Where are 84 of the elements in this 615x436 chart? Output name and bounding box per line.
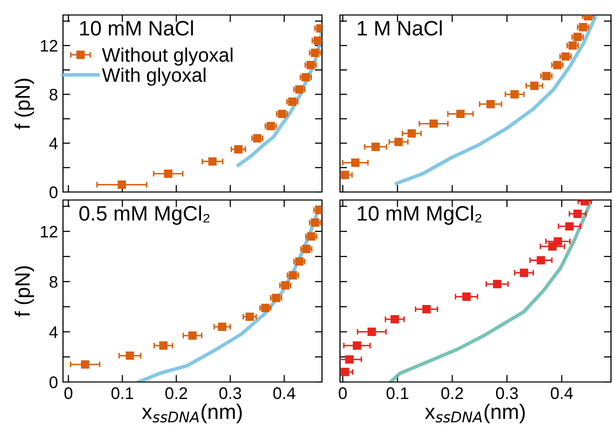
annotation: 10 mM MgCl₂ xyxy=(358,205,482,225)
y-tick-label: 8 xyxy=(50,88,58,101)
x-tick-label: 0.4 xyxy=(550,387,573,400)
annotation: 1 M NaCl xyxy=(358,20,442,36)
annotation: 0.5 mM MgCl₂ xyxy=(79,205,210,225)
x-tick-label: 0 xyxy=(338,387,347,400)
point xyxy=(253,134,262,142)
point xyxy=(456,110,465,118)
point xyxy=(345,355,354,364)
point xyxy=(554,237,562,246)
point xyxy=(573,210,582,218)
point xyxy=(561,52,570,61)
point xyxy=(429,119,438,128)
point xyxy=(510,90,519,99)
point xyxy=(310,218,320,227)
point xyxy=(492,280,502,288)
point xyxy=(306,60,315,70)
point xyxy=(126,351,134,360)
point xyxy=(314,36,322,45)
point xyxy=(352,341,362,350)
x-tick-label: 0.2 xyxy=(441,387,463,400)
point xyxy=(408,129,416,138)
point xyxy=(368,328,376,336)
point xyxy=(310,48,320,58)
point xyxy=(246,312,254,321)
point xyxy=(394,138,403,146)
y-tick-label: 0 xyxy=(50,376,58,388)
point xyxy=(278,110,286,118)
y-tick-label: 12 xyxy=(40,40,58,52)
point xyxy=(530,82,539,90)
x-tick-label: 0.2 xyxy=(165,387,188,400)
point xyxy=(351,158,360,167)
y-tick-label: 0 xyxy=(50,186,58,198)
point xyxy=(118,180,126,189)
point xyxy=(520,268,528,277)
point xyxy=(486,100,495,108)
point xyxy=(422,305,431,314)
x-axis-title: x$_{ssDNA}$(nm) xyxy=(425,404,525,424)
point xyxy=(281,281,290,290)
point xyxy=(295,85,304,94)
y-axis-title: f (pN) xyxy=(14,78,34,130)
point xyxy=(208,157,217,166)
point xyxy=(288,98,296,106)
y-tick-label: 4 xyxy=(49,326,58,338)
point xyxy=(302,73,310,82)
point xyxy=(188,331,197,340)
point xyxy=(340,170,350,180)
point xyxy=(272,294,280,302)
point xyxy=(462,292,471,301)
point xyxy=(261,304,270,312)
legend-label: Without glyoxal xyxy=(102,48,232,66)
point xyxy=(568,41,577,50)
x-tick-label: 0.3 xyxy=(496,387,518,400)
point xyxy=(578,23,588,32)
point xyxy=(234,145,243,154)
point xyxy=(542,72,551,80)
point xyxy=(164,170,172,178)
x-tick-label: 0 xyxy=(64,387,72,400)
point xyxy=(288,271,298,280)
point xyxy=(573,32,582,42)
point xyxy=(307,232,316,241)
x-axis-title: x$_{ssDNA}$(nm) xyxy=(142,404,242,424)
y-tick-label: 4 xyxy=(49,138,58,150)
point xyxy=(218,322,226,331)
point xyxy=(266,122,275,130)
x-tick-label: 0.4 xyxy=(273,387,296,400)
point xyxy=(295,257,304,266)
point xyxy=(371,142,380,151)
point xyxy=(390,315,399,324)
y-tick-label: 8 xyxy=(50,276,58,288)
x-tick-label: 0.1 xyxy=(386,387,408,400)
point xyxy=(536,256,546,264)
point xyxy=(340,368,350,376)
point xyxy=(159,341,168,350)
x-tick-label: 0.1 xyxy=(111,387,134,400)
x-tick-label: 0.3 xyxy=(219,387,242,400)
y-axis-title: f (pN) xyxy=(14,266,34,317)
point xyxy=(553,60,562,70)
point xyxy=(302,244,311,254)
legend-label: With glyoxal xyxy=(102,68,206,86)
point xyxy=(565,222,574,231)
point xyxy=(80,360,90,369)
annotation: 10 mM NaCl xyxy=(80,20,193,36)
y-tick-label: 12 xyxy=(40,226,58,238)
